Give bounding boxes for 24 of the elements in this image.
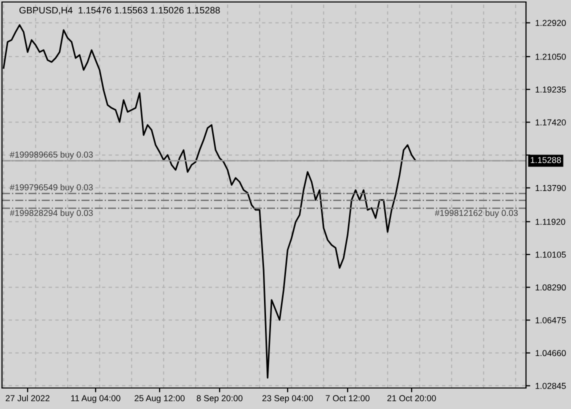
y-tick-label: 1.21050 xyxy=(536,54,566,60)
ref-line-label: #199796549 buy 0.03 xyxy=(10,184,93,192)
x-tick-label: 11 Aug 04:00 xyxy=(71,395,120,403)
y-tick-label: 1.06475 xyxy=(536,317,566,324)
x-tick-label: 27 Jul 2022 xyxy=(6,394,50,402)
x-tick-label: 25 Aug 12:00 xyxy=(134,395,185,403)
x-tick-label: 7 Oct 12:00 xyxy=(326,395,370,402)
ref-line-label: #199989665 buy 0.03 xyxy=(10,151,93,160)
x-tick-label: 8 Sep 20:00 xyxy=(196,395,242,403)
y-tick-label: 1.13790 xyxy=(536,184,566,192)
x-tick-label: 21 Oct 20:00 xyxy=(387,395,436,402)
x-tick-label: 23 Sep 04:00 xyxy=(262,395,313,403)
ref-line-label: 1.15288 xyxy=(530,156,561,164)
y-tick-label: 1.11920 xyxy=(536,218,566,225)
y-tick-label: 1.04660 xyxy=(536,350,566,356)
y-tick-label: 1.10105 xyxy=(536,252,566,258)
y-tick-label: 1.08290 xyxy=(536,284,566,290)
ref-line-label: #199828294 buy 0.03 xyxy=(10,210,93,218)
chart-title: GBPUSD,H4 1.15476 1.15563 1.15026 1.15288 xyxy=(19,6,220,15)
y-tick-label: 1.02845 xyxy=(536,382,566,389)
ref-line-label: #199812162 buy 0.03 xyxy=(434,210,518,218)
y-tick-label: 1.19235 xyxy=(536,86,566,93)
y-tick-label: 1.22920 xyxy=(536,20,566,26)
y-tick-label: 1.17420 xyxy=(536,119,566,126)
